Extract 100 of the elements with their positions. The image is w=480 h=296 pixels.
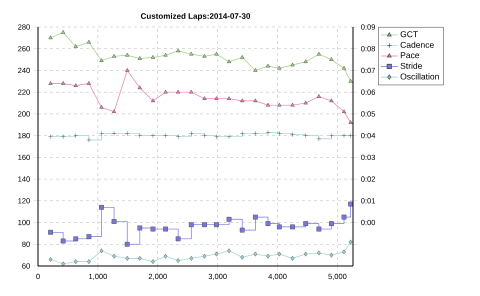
point <box>214 222 219 228</box>
point <box>342 249 346 254</box>
point <box>86 234 92 240</box>
point <box>290 62 295 66</box>
point <box>112 109 116 114</box>
point <box>138 85 142 90</box>
point <box>254 252 258 256</box>
legend-label: Stride <box>400 62 422 69</box>
point <box>253 68 258 72</box>
point <box>276 224 282 230</box>
point <box>316 94 321 98</box>
point <box>214 52 219 56</box>
point <box>163 226 168 232</box>
point <box>87 259 91 264</box>
point <box>290 256 294 261</box>
legend-label: GCT <box>400 31 418 38</box>
point <box>304 59 308 64</box>
point <box>317 250 321 256</box>
point <box>342 66 346 70</box>
point <box>125 68 130 72</box>
point <box>176 236 181 242</box>
point <box>86 81 92 85</box>
point <box>163 52 168 57</box>
point <box>226 96 232 100</box>
point <box>202 96 207 100</box>
point <box>214 252 218 256</box>
point <box>316 52 321 56</box>
point <box>124 242 130 247</box>
point <box>189 256 194 261</box>
point <box>330 252 334 258</box>
point <box>240 55 244 59</box>
point <box>329 57 334 61</box>
point <box>99 58 104 62</box>
point <box>266 102 270 107</box>
point <box>253 98 258 102</box>
point <box>189 52 194 56</box>
point <box>48 81 53 85</box>
point <box>227 248 231 254</box>
point <box>61 30 66 34</box>
point <box>342 214 346 220</box>
point <box>163 90 168 94</box>
point <box>189 90 194 94</box>
point <box>329 98 334 102</box>
point <box>277 252 282 256</box>
point <box>290 224 295 230</box>
point <box>100 248 104 254</box>
point <box>240 228 245 233</box>
point <box>176 90 180 94</box>
point <box>125 256 130 261</box>
point <box>214 96 219 100</box>
point <box>164 254 168 259</box>
point <box>150 226 156 232</box>
point <box>48 257 52 262</box>
point <box>202 54 207 58</box>
point <box>304 252 308 256</box>
point <box>61 261 66 266</box>
point <box>304 100 308 104</box>
point <box>290 102 295 107</box>
legend-label: Cadence <box>400 42 434 48</box>
legend-label: Oscillation <box>400 73 439 80</box>
point <box>112 254 116 259</box>
point <box>176 258 180 263</box>
point <box>73 236 78 242</box>
point <box>150 98 156 102</box>
point <box>99 104 104 109</box>
point <box>266 221 270 226</box>
point <box>48 35 53 40</box>
point <box>303 221 308 226</box>
point <box>125 52 130 57</box>
point <box>316 226 322 232</box>
point <box>137 226 142 230</box>
point <box>348 240 352 244</box>
chart-title: Customized Laps:2014-07-30 <box>140 13 250 20</box>
point <box>348 120 353 124</box>
point <box>252 214 258 220</box>
point <box>226 59 232 64</box>
point <box>266 64 270 68</box>
point <box>112 54 116 58</box>
point <box>348 78 353 83</box>
point <box>48 230 53 235</box>
point <box>74 83 78 87</box>
point <box>138 56 142 60</box>
point <box>277 102 282 107</box>
point <box>151 259 155 264</box>
point <box>240 254 244 260</box>
point <box>112 219 116 224</box>
legend-label: Pace <box>400 52 420 58</box>
point <box>277 66 282 70</box>
point <box>188 222 194 228</box>
point <box>266 254 270 259</box>
point <box>74 44 78 48</box>
point <box>176 48 180 52</box>
point <box>150 55 156 59</box>
point <box>61 81 66 85</box>
point <box>329 221 334 226</box>
point <box>342 109 346 114</box>
point <box>60 238 66 244</box>
point <box>202 222 207 228</box>
point <box>99 204 104 210</box>
point <box>202 254 206 259</box>
